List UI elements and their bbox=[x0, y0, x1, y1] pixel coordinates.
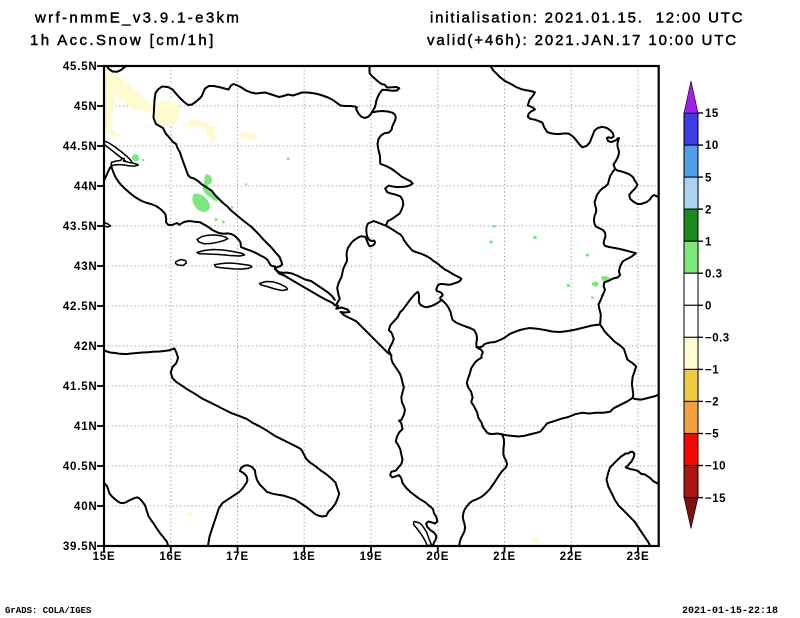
svg-text:40N: 40N bbox=[74, 501, 98, 513]
svg-text:2: 2 bbox=[705, 204, 712, 216]
svg-text:17E: 17E bbox=[226, 551, 249, 563]
svg-text:42.5N: 42.5N bbox=[63, 301, 98, 313]
svg-text:40.5N: 40.5N bbox=[63, 461, 98, 473]
svg-text:23E: 23E bbox=[627, 551, 650, 563]
svg-text:16E: 16E bbox=[159, 551, 182, 563]
svg-text:41.5N: 41.5N bbox=[63, 381, 98, 393]
svg-text:GrADS: COLA/IGES: GrADS: COLA/IGES bbox=[5, 606, 92, 616]
svg-text:1h Acc.Snow [cm/1h]: 1h Acc.Snow [cm/1h] bbox=[30, 32, 216, 49]
svg-text:45.5N: 45.5N bbox=[63, 61, 98, 73]
svg-text:19E: 19E bbox=[360, 551, 383, 563]
svg-text:2021-01-15-22:18: 2021-01-15-22:18 bbox=[682, 606, 778, 617]
svg-text:18E: 18E bbox=[293, 551, 316, 563]
svg-text:10: 10 bbox=[705, 140, 719, 152]
svg-text:43.5N: 43.5N bbox=[63, 221, 98, 233]
svg-text:42N: 42N bbox=[74, 341, 98, 353]
svg-text:−1: −1 bbox=[705, 365, 719, 377]
svg-text:44N: 44N bbox=[74, 181, 98, 193]
svg-text:15E: 15E bbox=[93, 551, 116, 563]
svg-text:20E: 20E bbox=[426, 551, 449, 563]
svg-text:−15: −15 bbox=[705, 493, 726, 505]
svg-text:43N: 43N bbox=[74, 261, 98, 273]
svg-text:1: 1 bbox=[705, 236, 712, 248]
svg-text:5: 5 bbox=[705, 172, 712, 184]
svg-text:15: 15 bbox=[705, 108, 719, 120]
svg-text:21E: 21E bbox=[493, 551, 516, 563]
svg-text:45N: 45N bbox=[74, 101, 98, 113]
svg-text:0: 0 bbox=[705, 301, 712, 313]
svg-text:−10: −10 bbox=[705, 461, 726, 473]
svg-text:−5: −5 bbox=[705, 429, 719, 441]
svg-text:initialisation: 2021.01.15. 1: initialisation: 2021.01.15. 12:00 UTC bbox=[430, 10, 744, 27]
svg-text:valid(+46h): 2021.JAN.17 10:00: valid(+46h): 2021.JAN.17 10:00 UTC bbox=[427, 32, 738, 49]
svg-text:22E: 22E bbox=[560, 551, 583, 563]
svg-text:−2: −2 bbox=[705, 397, 719, 409]
svg-text:0.3: 0.3 bbox=[705, 268, 723, 280]
svg-text:41N: 41N bbox=[74, 421, 98, 433]
svg-text:−0.3: −0.3 bbox=[705, 333, 730, 345]
svg-text:39.5N: 39.5N bbox=[63, 541, 98, 553]
svg-text:44.5N: 44.5N bbox=[63, 141, 98, 153]
svg-text:wrf-nmmE_v3.9.1-e3km: wrf-nmmE_v3.9.1-e3km bbox=[34, 10, 241, 27]
